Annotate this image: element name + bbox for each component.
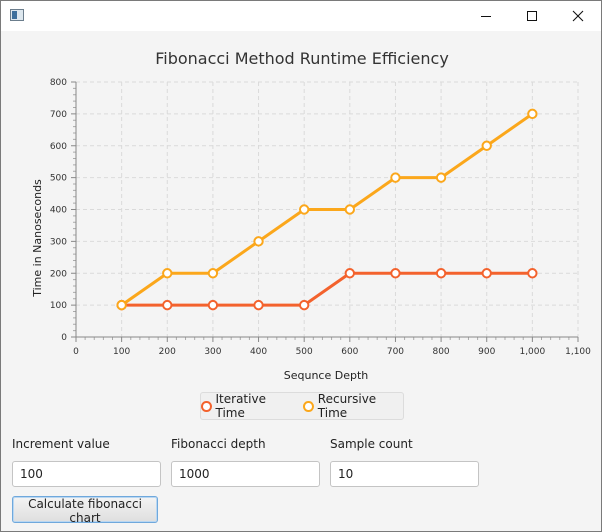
data-point-0 [481, 268, 492, 279]
data-point-1 [298, 204, 310, 215]
data-point-0 [527, 268, 538, 279]
minimize-icon [481, 16, 491, 17]
series-line-0 [121, 271, 533, 307]
data-point-0 [298, 299, 310, 311]
y-axis-label: Time in Nanoseconds [31, 179, 44, 298]
series-line-1 [120, 112, 534, 307]
minimize-button[interactable] [463, 1, 509, 31]
runtime-line-chart: Fibonacci Method Runtime Efficiency 0 100… [31, 49, 591, 382]
close-icon [572, 10, 584, 22]
x-tick-label: 1,100 [565, 347, 591, 357]
x-tick-label: 300 [204, 347, 221, 357]
data-point-0 [435, 268, 447, 279]
x-tick-label: 500 [296, 347, 313, 357]
data-point-1 [207, 268, 219, 279]
app-icon [10, 9, 24, 21]
data-point-1 [390, 172, 401, 183]
chart-legend: Iterative Time Recursive Time [200, 392, 404, 420]
data-point-1 [435, 172, 447, 183]
y-tick-label: 500 [50, 174, 67, 184]
data-point-0 [344, 268, 356, 279]
data-point-1 [481, 140, 492, 151]
close-button[interactable] [555, 1, 601, 31]
y-tick-label: 200 [50, 269, 67, 279]
data-point-0 [253, 299, 264, 311]
data-point-0 [162, 299, 173, 311]
data-point-1 [116, 299, 127, 311]
x-tick-label: 0 [73, 347, 79, 357]
x-tick-label: 600 [341, 347, 358, 357]
calculate-button[interactable]: Calculate fibonacci chart [12, 496, 158, 525]
maximize-icon [527, 11, 537, 21]
legend-marker-iterative [201, 400, 212, 412]
data-point-0 [207, 299, 219, 311]
depth-input[interactable] [171, 461, 320, 487]
y-tick-label: 0 [61, 333, 67, 343]
y-tick-label: 300 [50, 237, 67, 247]
x-axis-label: Sequnce Depth [284, 369, 369, 382]
legend-item-recursive: Recursive Time [303, 392, 403, 420]
chart-title: Fibonacci Method Runtime Efficiency [155, 49, 449, 68]
data-point-1 [344, 204, 356, 215]
chart-area: Fibonacci Method Runtime Efficiency 0 100… [1, 31, 601, 426]
maximize-button[interactable] [509, 1, 555, 31]
chart-ticks: 0 100 200 300 400 500 600 700 800 900 1,000 1,100 0 1… [50, 78, 591, 357]
data-point-1 [253, 236, 264, 247]
increment-label: Increment value [12, 437, 110, 451]
legend-marker-recursive [303, 400, 314, 412]
data-point-1 [527, 108, 538, 120]
x-tick-label: 900 [478, 347, 495, 357]
x-tick-label: 400 [250, 347, 267, 357]
samples-input[interactable] [330, 461, 479, 487]
samples-label: Sample count [330, 437, 413, 451]
y-tick-label: 800 [50, 78, 67, 88]
y-tick-label: 600 [50, 142, 67, 152]
x-tick-label: 100 [113, 347, 130, 357]
legend-label-iterative: Iterative Time [215, 392, 266, 420]
x-tick-label: 200 [159, 347, 176, 357]
data-point-1 [162, 268, 173, 279]
data-point-0 [390, 268, 401, 279]
increment-input[interactable] [12, 461, 161, 487]
y-tick-label: 100 [50, 301, 67, 311]
y-tick-label: 400 [50, 206, 67, 216]
legend-label-recursive: Recursive Time [317, 392, 377, 420]
chart-series [116, 108, 538, 311]
y-tick-label: 700 [50, 110, 67, 120]
legend-item-iterative: Iterative Time [201, 392, 293, 420]
title-bar [1, 1, 601, 31]
depth-label: Fibonacci depth [171, 437, 266, 451]
x-tick-label: 1,000 [519, 347, 545, 357]
x-tick-label: 800 [432, 347, 449, 357]
x-tick-label: 700 [387, 347, 404, 357]
